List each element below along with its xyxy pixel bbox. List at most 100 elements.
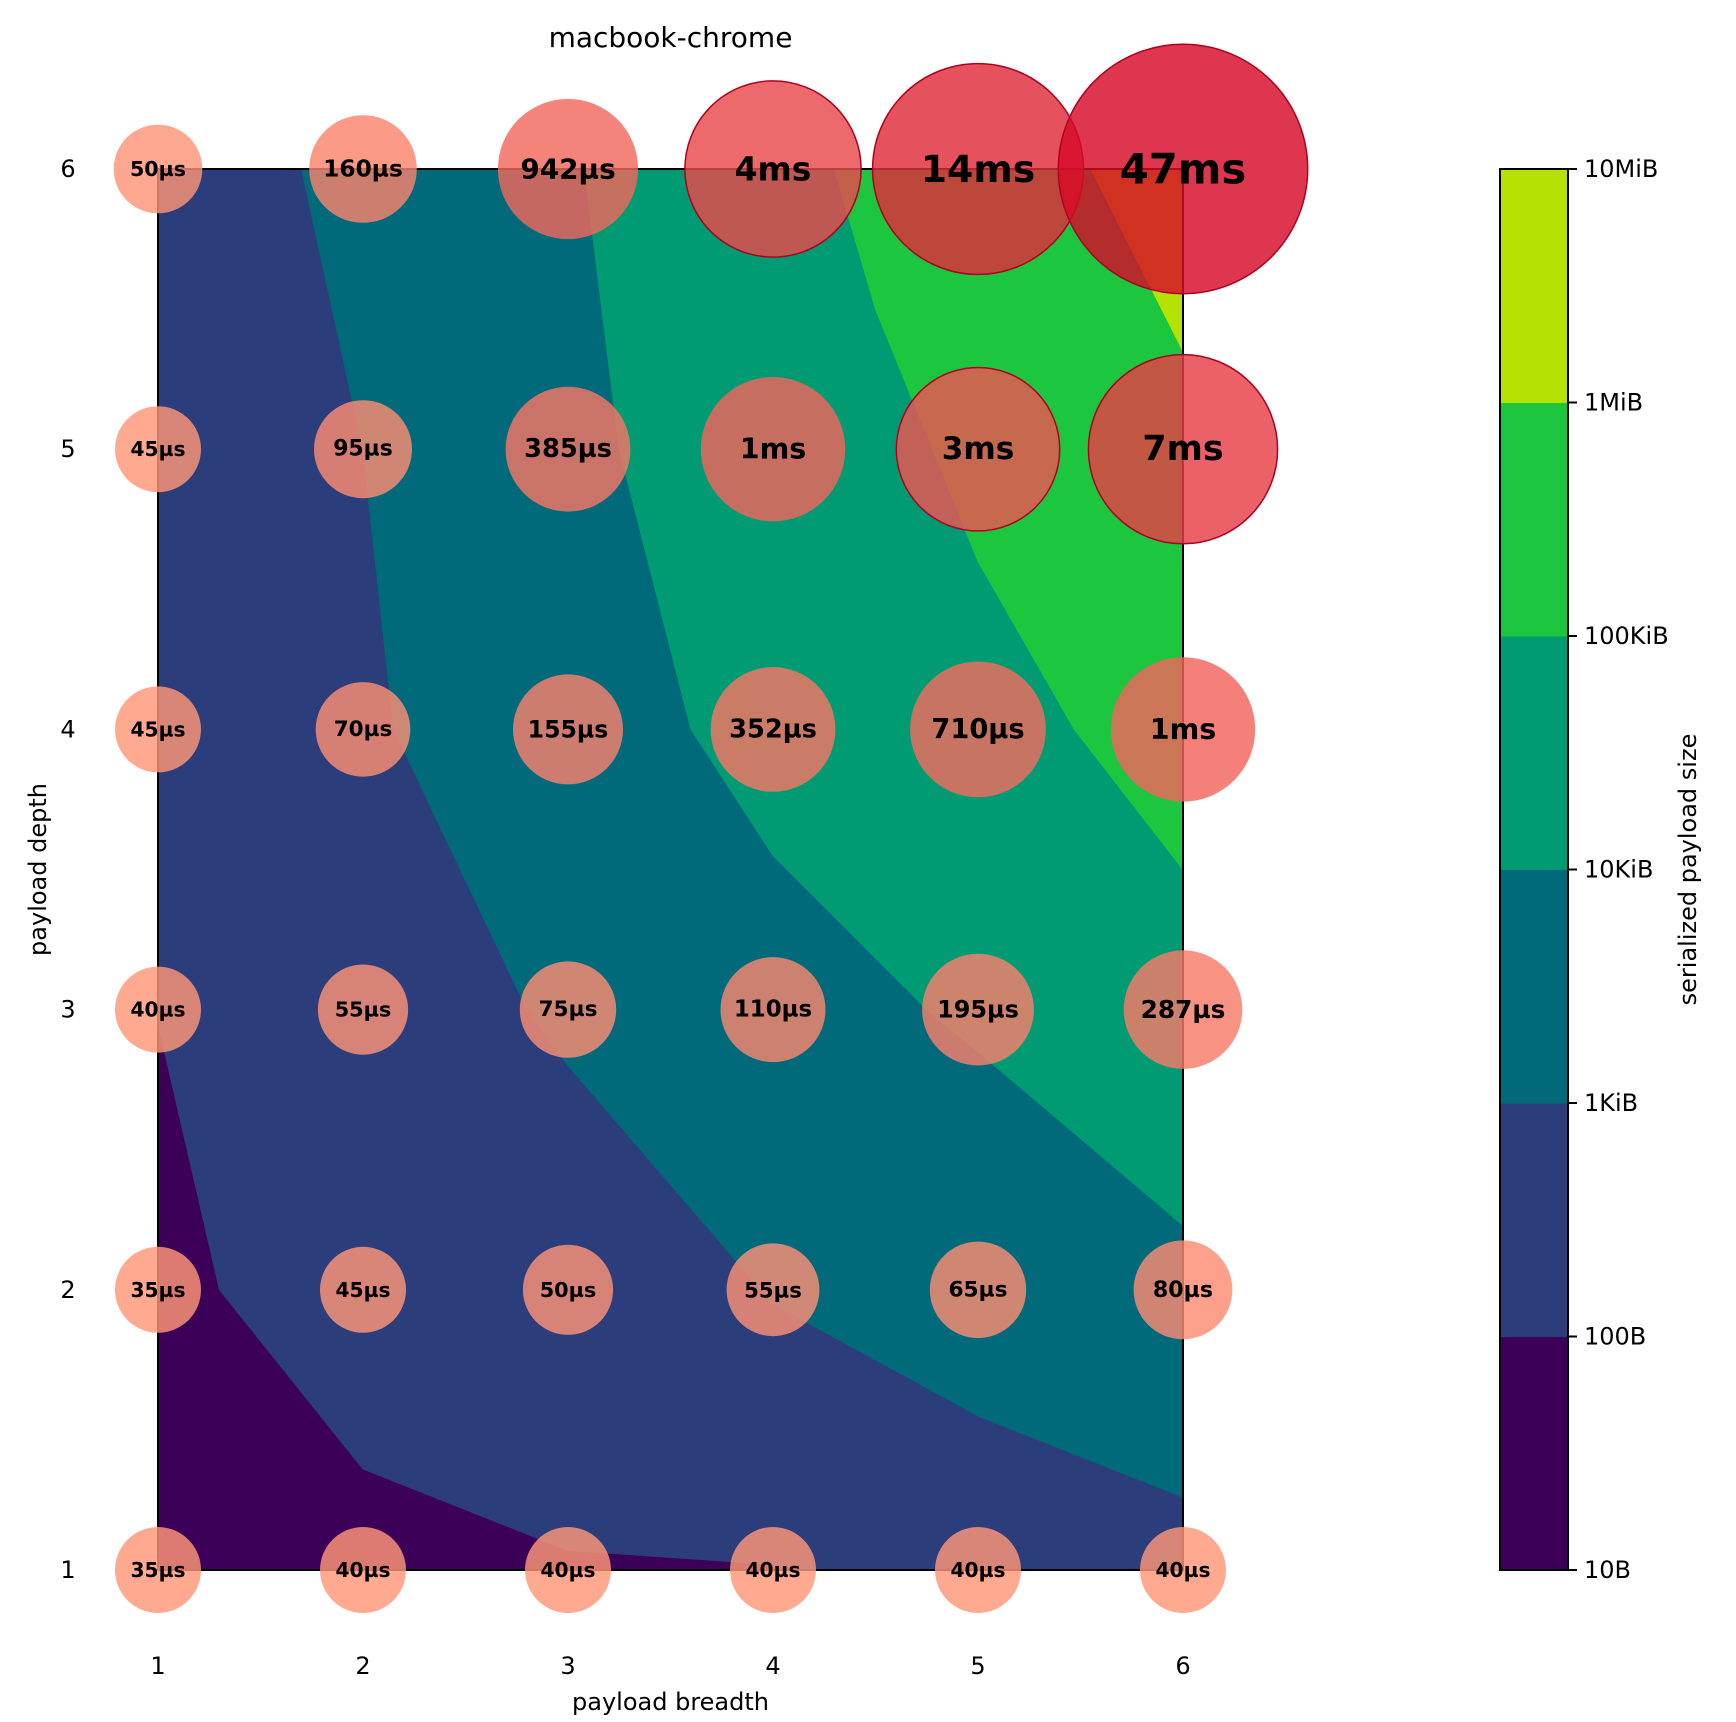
colorbar: 10B 100B 1KiB 10KiB 100KiB 1MiB 10MiB	[1499, 155, 1669, 1584]
bubble-label: 45µs	[336, 1278, 391, 1302]
colorbar-band	[1500, 869, 1568, 1104]
plot-frame	[157, 168, 1184, 1571]
bubble-marker	[115, 686, 201, 773]
bubble-label: 4ms	[735, 150, 812, 189]
bubble-marker	[115, 406, 201, 493]
bubble-marker	[1140, 1527, 1226, 1613]
bubble-marker	[726, 1243, 820, 1337]
bubble-label: 40µs	[541, 1558, 596, 1582]
colorbar-tick-label: 1MiB	[1584, 389, 1643, 417]
bubble-label: 75µs	[538, 997, 597, 1022]
bubble-label: 80µs	[1153, 1277, 1213, 1303]
bubble-label: 40µs	[336, 1558, 391, 1582]
bubble-label: 1ms	[1150, 713, 1217, 746]
bubble-marker	[684, 80, 862, 258]
bubble-marker	[730, 1527, 816, 1613]
bubble-label: 45µs	[131, 437, 186, 461]
bubble-marker	[505, 386, 631, 512]
bubble-label: 40µs	[1156, 1558, 1211, 1582]
bubble-label: 35µs	[131, 1278, 186, 1302]
bubble-marker	[710, 667, 836, 792]
bubble-marker	[1110, 657, 1256, 802]
y-axis-label: payload depth	[24, 783, 52, 956]
bubble-label: 710µs	[931, 714, 1024, 745]
bubble-marker	[315, 682, 411, 777]
bubble-label: 65µs	[948, 1277, 1007, 1302]
bubble-label: 155µs	[528, 715, 609, 743]
bubble-label: 35µs	[131, 1558, 186, 1582]
bubble-marker	[922, 953, 1034, 1066]
bubble-label: 7ms	[1142, 429, 1223, 469]
bubble-marker	[317, 964, 409, 1055]
bubble-label: 942µs	[520, 153, 615, 186]
x-tick-label: 3	[560, 1652, 575, 1680]
bubble-label: 70µs	[334, 717, 393, 742]
chart-title: macbook-chrome	[549, 21, 793, 54]
colorbar-tick-label: 100KiB	[1584, 622, 1669, 650]
colorbar-band	[1500, 1336, 1568, 1571]
y-tick-label: 6	[60, 155, 75, 183]
x-tick-label: 5	[970, 1652, 985, 1680]
contour-fills	[157, 168, 1184, 1571]
bubble-marker	[1133, 1240, 1233, 1340]
bubble-label: 55µs	[744, 1277, 802, 1302]
bubble-marker	[513, 674, 623, 785]
bubble-marker	[522, 1244, 614, 1335]
bubble-marker	[700, 377, 846, 522]
bubble-label: 95µs	[333, 437, 393, 462]
bubble-label: 287µs	[1141, 995, 1226, 1024]
bubble-label: 1ms	[740, 433, 807, 466]
x-tick-label: 1	[150, 1652, 165, 1680]
colorbar-tick-label: 10B	[1584, 1556, 1631, 1584]
y-tick-label: 3	[60, 996, 75, 1024]
bubble-marker	[309, 115, 417, 223]
y-tick-label: 5	[60, 435, 75, 463]
bubble-label: 50µs	[540, 1278, 597, 1302]
x-axis-ticks: 1 2 3 4 5 6	[150, 1652, 1190, 1680]
bubble-marker	[935, 1527, 1021, 1613]
x-axis-label: payload breadth	[572, 1688, 769, 1716]
bubble-label: 352µs	[729, 714, 817, 744]
y-tick-label: 1	[60, 1556, 75, 1584]
bubble-label: 14ms	[921, 147, 1035, 191]
y-tick-label: 4	[60, 715, 75, 743]
bubble-label: 40µs	[131, 998, 186, 1022]
bubble-marker	[115, 966, 201, 1053]
bubble-marker	[525, 1527, 611, 1613]
colorbar-tick-label: 10KiB	[1584, 856, 1653, 884]
colorbar-tick-label: 100B	[1584, 1323, 1646, 1351]
bubble-marker	[314, 400, 412, 499]
bubble-label: 40µs	[746, 1558, 801, 1582]
colorbar-tick-label: 10MiB	[1584, 155, 1658, 183]
bubble-label: 195µs	[937, 996, 1019, 1024]
bubble-label: 110µs	[734, 997, 812, 1023]
bubble-marker	[113, 124, 203, 214]
colorbar-band	[1500, 402, 1568, 637]
bubble-marker	[910, 661, 1046, 798]
bubble-marker	[1087, 353, 1279, 545]
bubble-label: 55µs	[335, 998, 392, 1022]
bubble-label: 50µs	[130, 157, 186, 181]
y-axis-ticks: 1 2 3 4 5 6	[60, 155, 75, 1584]
x-tick-label: 4	[765, 1652, 780, 1680]
bubble-label: 40µs	[951, 1558, 1006, 1582]
bubble-marker	[1057, 43, 1309, 295]
bubble-marker	[895, 366, 1061, 532]
bubble-label: 3ms	[942, 431, 1015, 467]
y-tick-label: 2	[60, 1276, 75, 1304]
bubble-marker	[115, 1527, 201, 1613]
bubble-marker	[320, 1246, 406, 1333]
colorbar-label: serialized payload size	[1674, 734, 1702, 1006]
colorbar-band	[1500, 169, 1568, 403]
bubble-marker	[720, 957, 826, 1063]
bubble-marker	[519, 961, 617, 1058]
bubble-label: 385µs	[524, 434, 612, 464]
bubble-marker	[320, 1527, 406, 1613]
bubble-label: 47ms	[1120, 145, 1247, 194]
colorbar-band	[1500, 1103, 1568, 1337]
x-tick-label: 6	[1175, 1652, 1190, 1680]
bubble-marker	[929, 1241, 1027, 1339]
x-tick-label: 2	[355, 1652, 370, 1680]
bubble-marker	[115, 1246, 201, 1333]
bubble-marker	[497, 98, 639, 240]
